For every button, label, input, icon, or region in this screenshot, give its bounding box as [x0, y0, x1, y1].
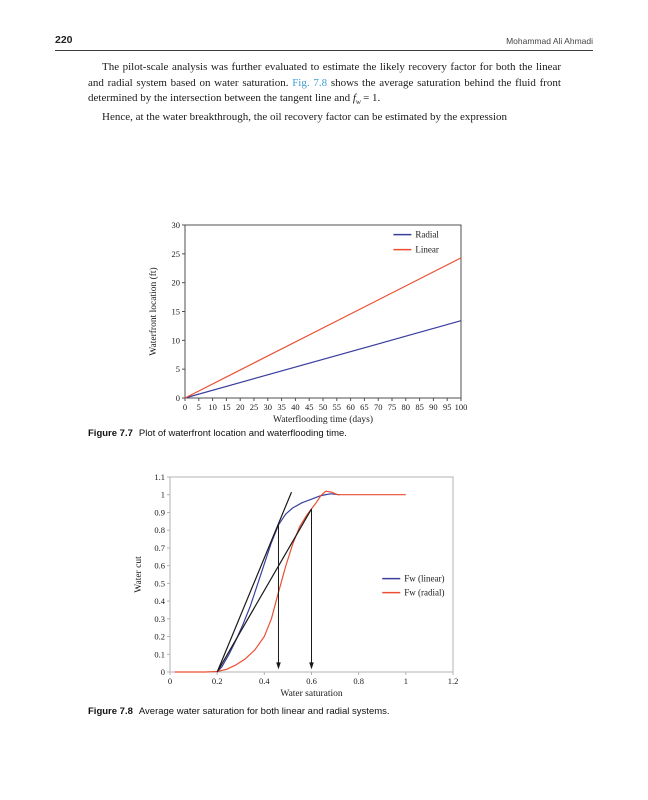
x-tick-label: 60: [346, 402, 355, 412]
y-tick-label: 0.5: [154, 578, 165, 588]
x-tick-label: 25: [250, 402, 259, 412]
x-tick-label: 1: [404, 676, 408, 686]
x-tick-label: 0.8: [353, 676, 364, 686]
figure-7-7-caption-text: Plot of waterfront location and waterflo…: [138, 428, 347, 439]
y-tick-label: 0.7: [154, 543, 165, 553]
y-tick-label: 0.1: [154, 649, 165, 659]
page-number: 220: [55, 34, 73, 46]
x-tick-label: 0.6: [306, 676, 317, 686]
x-axis-title: Water saturation: [280, 689, 343, 699]
x-tick-label: 85: [415, 402, 424, 412]
y-tick-label: 10: [172, 335, 181, 345]
x-tick-label: 1.2: [448, 676, 459, 686]
fw-variable: f: [352, 92, 356, 105]
y-tick-label: 0.8: [154, 525, 165, 535]
y-tick-label: 0.9: [154, 507, 165, 517]
x-tick-label: 0: [168, 676, 172, 686]
series-line-Linear: [184, 257, 462, 399]
paragraph-1: The pilot-scale analysis was further eva…: [88, 60, 561, 110]
x-tick-label: 100: [455, 402, 468, 412]
x-tick-label: 10: [208, 402, 217, 412]
y-tick-label: 25: [172, 249, 181, 259]
figure-7-8-chart: 0 0.2 0.4 0.6 0.8 1 1.2 0 0.1 0.2 0.3 0.4 0.5 0.6 0.7 0…: [125, 468, 470, 702]
figure-7-8-caption: Figure 7.8 Average water saturation for b…: [88, 706, 568, 717]
arrow-head: [309, 662, 314, 670]
y-tick-label: 30: [172, 220, 181, 230]
y-tick-label: 20: [172, 278, 181, 288]
x-tick-label: 30: [264, 402, 273, 412]
fw-subscript: w: [355, 97, 361, 107]
header-rule: [55, 50, 593, 51]
x-tick-label: 15: [222, 402, 231, 412]
paragraph-2: Hence, at the water breakthrough, the oi…: [102, 110, 507, 123]
y-tick-label: 0.2: [154, 632, 165, 642]
x-tick-label: 95: [443, 402, 452, 412]
legend-label-Fw (radial): Fw (radial): [404, 588, 444, 598]
legend-label-Radial: Radial: [415, 230, 439, 240]
y-tick-label: 1.1: [154, 472, 165, 482]
x-tick-label: 50: [319, 402, 328, 412]
x-tick-label: 45: [305, 402, 314, 412]
x-tick-label: 55: [333, 402, 342, 412]
y-tick-label: 0: [161, 667, 165, 677]
x-axis-title: Waterflooding time (days): [273, 414, 373, 425]
water-cut-chart: 0 0.2 0.4 0.6 0.8 1 1.2 0 0.1 0.2 0.3 0.4 0.5 0.6 0.7 0…: [134, 472, 459, 699]
para1-after: shows the average saturation behind the …: [88, 76, 561, 105]
x-tick-label: 0: [183, 402, 187, 412]
x-tick-label: 65: [360, 402, 369, 412]
legend-label-Linear: Linear: [415, 245, 438, 255]
series-line-tangent linear: [216, 491, 293, 673]
x-tick-label: 35: [277, 402, 286, 412]
running-head: 220 Mohammad Ali Ahmadi: [55, 34, 593, 50]
x-tick-label: 70: [374, 402, 383, 412]
arrow-head: [276, 662, 281, 670]
figure-7-7-caption: Figure 7.7 Plot of waterfront location an…: [88, 428, 568, 439]
y-axis-title: Water cut: [134, 556, 144, 593]
series-line-Radial: [184, 320, 462, 399]
x-tick-label: 40: [291, 402, 300, 412]
y-tick-label: 5: [176, 364, 180, 374]
figure-7-7-label: Figure 7.7: [88, 428, 133, 439]
figure-7-8-crossref-link[interactable]: Fig. 7.8: [292, 76, 328, 89]
y-tick-label: 0.4: [154, 596, 165, 606]
x-tick-label: 0.2: [212, 676, 223, 686]
series-line-Fw (linear): [216, 493, 340, 673]
y-axis-title: Waterfront location (ft): [148, 267, 159, 355]
y-tick-label: 0.6: [154, 561, 165, 571]
y-tick-label: 15: [172, 307, 181, 317]
y-tick-label: 1: [161, 490, 165, 500]
x-tick-label: 75: [388, 402, 397, 412]
para1-lead: The pilot-scale analysis was further eva…: [88, 61, 561, 89]
series-line-tangent radial: [216, 508, 313, 673]
waterfront-location-chart: 0 5 10 15 20 25 30 35 40 45 50 55 60 65 70 75 80 85 90 95 10…: [148, 220, 468, 425]
x-tick-label: 80: [402, 402, 411, 412]
figure-7-8-label: Figure 7.8: [88, 706, 133, 717]
y-tick-label: 0: [176, 393, 180, 403]
body-text: The pilot-scale analysis was further eva…: [88, 60, 561, 126]
series-line-Fw (radial): [174, 490, 406, 673]
running-head-author: Mohammad Ali Ahmadi: [506, 36, 593, 46]
figure-7-7-chart: 0 5 10 15 20 25 30 35 40 45 50 55 60 65 70 75 80 85 90 95 10…: [140, 218, 480, 430]
x-tick-label: 20: [236, 402, 245, 412]
legend-label-Fw (linear): Fw (linear): [404, 574, 444, 584]
para1-equation: = 1.: [360, 92, 381, 105]
x-tick-label: 5: [197, 402, 201, 412]
x-tick-label: 90: [429, 402, 438, 412]
figure-7-8-caption-text: Average water saturation for both linear…: [138, 706, 390, 717]
y-tick-label: 0.3: [154, 614, 165, 624]
x-tick-label: 0.4: [259, 676, 270, 686]
